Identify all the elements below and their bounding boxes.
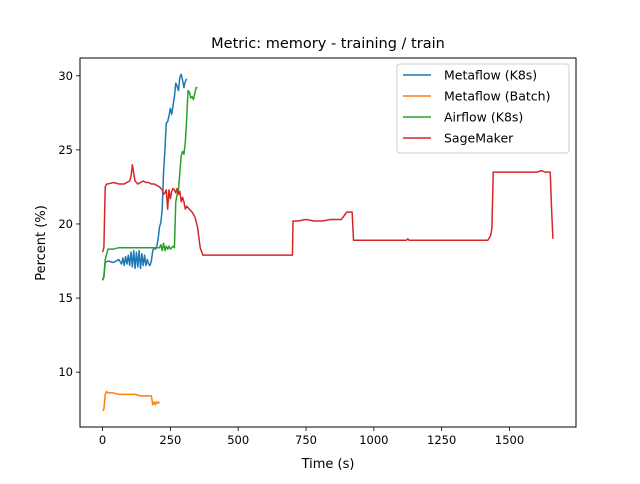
series-line-3 <box>101 163 554 256</box>
legend: Metaflow (K8s) Metaflow (Batch) Airflow (K… <box>396 63 570 154</box>
y-tick-label: 15 <box>58 291 73 305</box>
legend-label-2: Airflow (K8s) <box>444 110 523 125</box>
y-tick-label: 30 <box>58 69 73 83</box>
legend-label-0: Metaflow (K8s) <box>444 68 537 83</box>
x-tick-label: 1500 <box>495 433 524 447</box>
x-tick-label: 1000 <box>359 433 388 447</box>
chart-title: Metric: memory - training / train <box>211 36 445 52</box>
series-line-0 <box>101 73 188 281</box>
x-axis-label: Time (s) <box>301 457 355 472</box>
y-axis-label: Percent (%) <box>34 205 49 281</box>
y-tick-label: 25 <box>58 143 73 157</box>
legend-label-1: Metaflow (Batch) <box>444 89 550 104</box>
y-tick-label: 20 <box>58 217 73 231</box>
x-tick-label: 250 <box>159 433 181 447</box>
x-tick-label: 750 <box>295 433 317 447</box>
axes-frame <box>79 57 577 428</box>
y-axis: 10 15 20 25 30 <box>58 69 80 379</box>
legend-label-3: SageMaker <box>444 131 514 146</box>
series-line-1 <box>101 390 161 412</box>
legend-box <box>396 63 570 154</box>
plot-series <box>101 73 554 412</box>
x-tick-label: 500 <box>227 433 249 447</box>
x-tick-label: 1250 <box>427 433 456 447</box>
series-line-2 <box>101 86 198 281</box>
y-tick-label: 10 <box>58 365 73 379</box>
x-axis: 0 250 500 750 1000 1250 1500 <box>99 427 524 447</box>
x-tick-label: 0 <box>99 433 106 447</box>
